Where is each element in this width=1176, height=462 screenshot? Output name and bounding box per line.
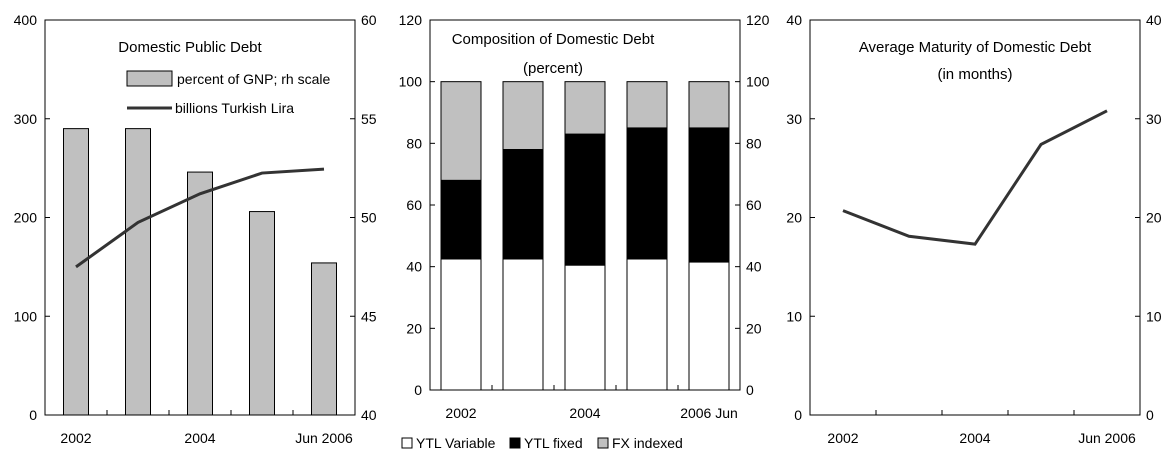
chart2-legend-label-3: FX indexed bbox=[612, 435, 683, 451]
chart2-x-tick-label: 2002 bbox=[445, 405, 476, 421]
chart1-bar bbox=[125, 128, 151, 416]
chart2-bar-segment-1 bbox=[440, 258, 482, 391]
chart1-right-tick-label: 60 bbox=[361, 12, 377, 28]
chart2-right-tick-label: 120 bbox=[746, 12, 770, 28]
chart3-line bbox=[842, 109, 1108, 246]
chart2-bar-segment-3 bbox=[502, 81, 544, 150]
chart1-legend-line-label: billions Turkish Lira bbox=[175, 100, 294, 116]
chart2-right-tick-label: 40 bbox=[746, 259, 762, 275]
chart2-bar-segment-2 bbox=[502, 149, 544, 260]
chart2-right-tick-label: 100 bbox=[746, 74, 770, 90]
chart2-bar-segment-1 bbox=[626, 258, 668, 391]
chart1-bar bbox=[311, 262, 337, 416]
chart3-right-tick-label: 40 bbox=[1146, 12, 1162, 28]
chart1-right-tick-label: 55 bbox=[361, 111, 377, 127]
chart1-bar bbox=[249, 211, 275, 416]
chart2-bar-segment-1 bbox=[688, 261, 730, 391]
chart1-left-tick-label: 400 bbox=[14, 12, 38, 28]
chart2-legend-swatch-1 bbox=[401, 437, 413, 449]
chart2-legend-label-1: YTL Variable bbox=[416, 435, 496, 451]
chart2-bar-segment-3 bbox=[688, 81, 730, 129]
chart2-left-tick-label: 100 bbox=[399, 74, 423, 90]
chart3-right-tick-label: 20 bbox=[1146, 210, 1162, 226]
chart2-right-tick-label: 20 bbox=[746, 320, 762, 336]
chart2-x-tick-label: 2004 bbox=[569, 405, 600, 421]
chart3-subtitle: (in months) bbox=[937, 66, 1012, 83]
chart3-left-tick-label: 30 bbox=[786, 111, 802, 127]
chart2-bar-segment-1 bbox=[502, 258, 544, 391]
chart1-line bbox=[75, 167, 325, 269]
chart2-title: Composition of Domestic Debt bbox=[452, 31, 655, 48]
chart2-left-tick-label: 20 bbox=[406, 320, 422, 336]
chart3-x-tick-label: Jun 2006 bbox=[1078, 430, 1136, 446]
chart1-left-tick-label: 300 bbox=[14, 111, 38, 127]
chart1-x-tick-label: Jun 2006 bbox=[295, 430, 353, 446]
chart3-x-tick-label: 2004 bbox=[959, 430, 990, 446]
chart3-left-tick-label: 0 bbox=[794, 407, 802, 423]
chart2-bar-segment-2 bbox=[564, 133, 606, 266]
chart1-left-tick-label: 0 bbox=[29, 407, 37, 423]
chart2-bar-segment-1 bbox=[564, 264, 606, 391]
chart3-title: Average Maturity of Domestic Debt bbox=[859, 39, 1092, 56]
chart1-right-tick-label: 40 bbox=[361, 407, 377, 423]
chart1-title: Domestic Public Debt bbox=[118, 39, 262, 56]
chart2-legend-swatch-3 bbox=[597, 437, 609, 449]
chart3-right-tick-label: 30 bbox=[1146, 111, 1162, 127]
chart1-left-tick-label: 100 bbox=[14, 308, 38, 324]
chart2-bar-segment-2 bbox=[688, 127, 730, 263]
chart2-right-tick-label: 0 bbox=[746, 382, 754, 398]
chart2-bar-segment-2 bbox=[440, 179, 482, 260]
chart2-right-tick-label: 60 bbox=[746, 197, 762, 213]
chart2-subtitle: (percent) bbox=[523, 60, 583, 77]
chart2-legend-swatch-2 bbox=[509, 437, 521, 449]
chart1-bar bbox=[187, 171, 213, 416]
chart2-left-tick-label: 120 bbox=[399, 12, 423, 28]
chart2-bar-segment-2 bbox=[626, 127, 668, 260]
chart2-bar-segment-3 bbox=[564, 81, 606, 135]
chart3-left-tick-label: 10 bbox=[786, 308, 802, 324]
chart2-x-tick-label: 2006 Jun bbox=[680, 405, 738, 421]
chart1-left-tick-label: 200 bbox=[14, 210, 38, 226]
chart3-right-tick-label: 0 bbox=[1146, 407, 1154, 423]
chart1-right-tick-label: 50 bbox=[361, 210, 377, 226]
chart3-left-tick-label: 20 bbox=[786, 210, 802, 226]
chart2-right-tick-label: 80 bbox=[746, 135, 762, 151]
chart3-left-tick-label: 40 bbox=[786, 12, 802, 28]
chart3-right-tick-label: 10 bbox=[1146, 308, 1162, 324]
chart1-right-tick-label: 45 bbox=[361, 308, 377, 324]
chart2-legend-label-2: YTL fixed bbox=[524, 435, 583, 451]
chart1-x-tick-label: 2004 bbox=[184, 430, 215, 446]
chart1-x-tick-label: 2002 bbox=[60, 430, 91, 446]
chart2-left-tick-label: 0 bbox=[414, 382, 422, 398]
chart2-bar-segment-3 bbox=[440, 81, 482, 181]
chart2-left-tick-label: 80 bbox=[406, 135, 422, 151]
chart1-bar bbox=[63, 128, 89, 416]
chart1-legend-bar-swatch bbox=[126, 70, 173, 87]
chart2-bar-segment-3 bbox=[626, 81, 668, 129]
chart2-left-tick-label: 60 bbox=[406, 197, 422, 213]
chart2-left-tick-label: 40 bbox=[406, 259, 422, 275]
chart1-legend-bar-label: percent of GNP; rh scale bbox=[177, 71, 331, 87]
chart3-x-tick-label: 2002 bbox=[827, 430, 858, 446]
